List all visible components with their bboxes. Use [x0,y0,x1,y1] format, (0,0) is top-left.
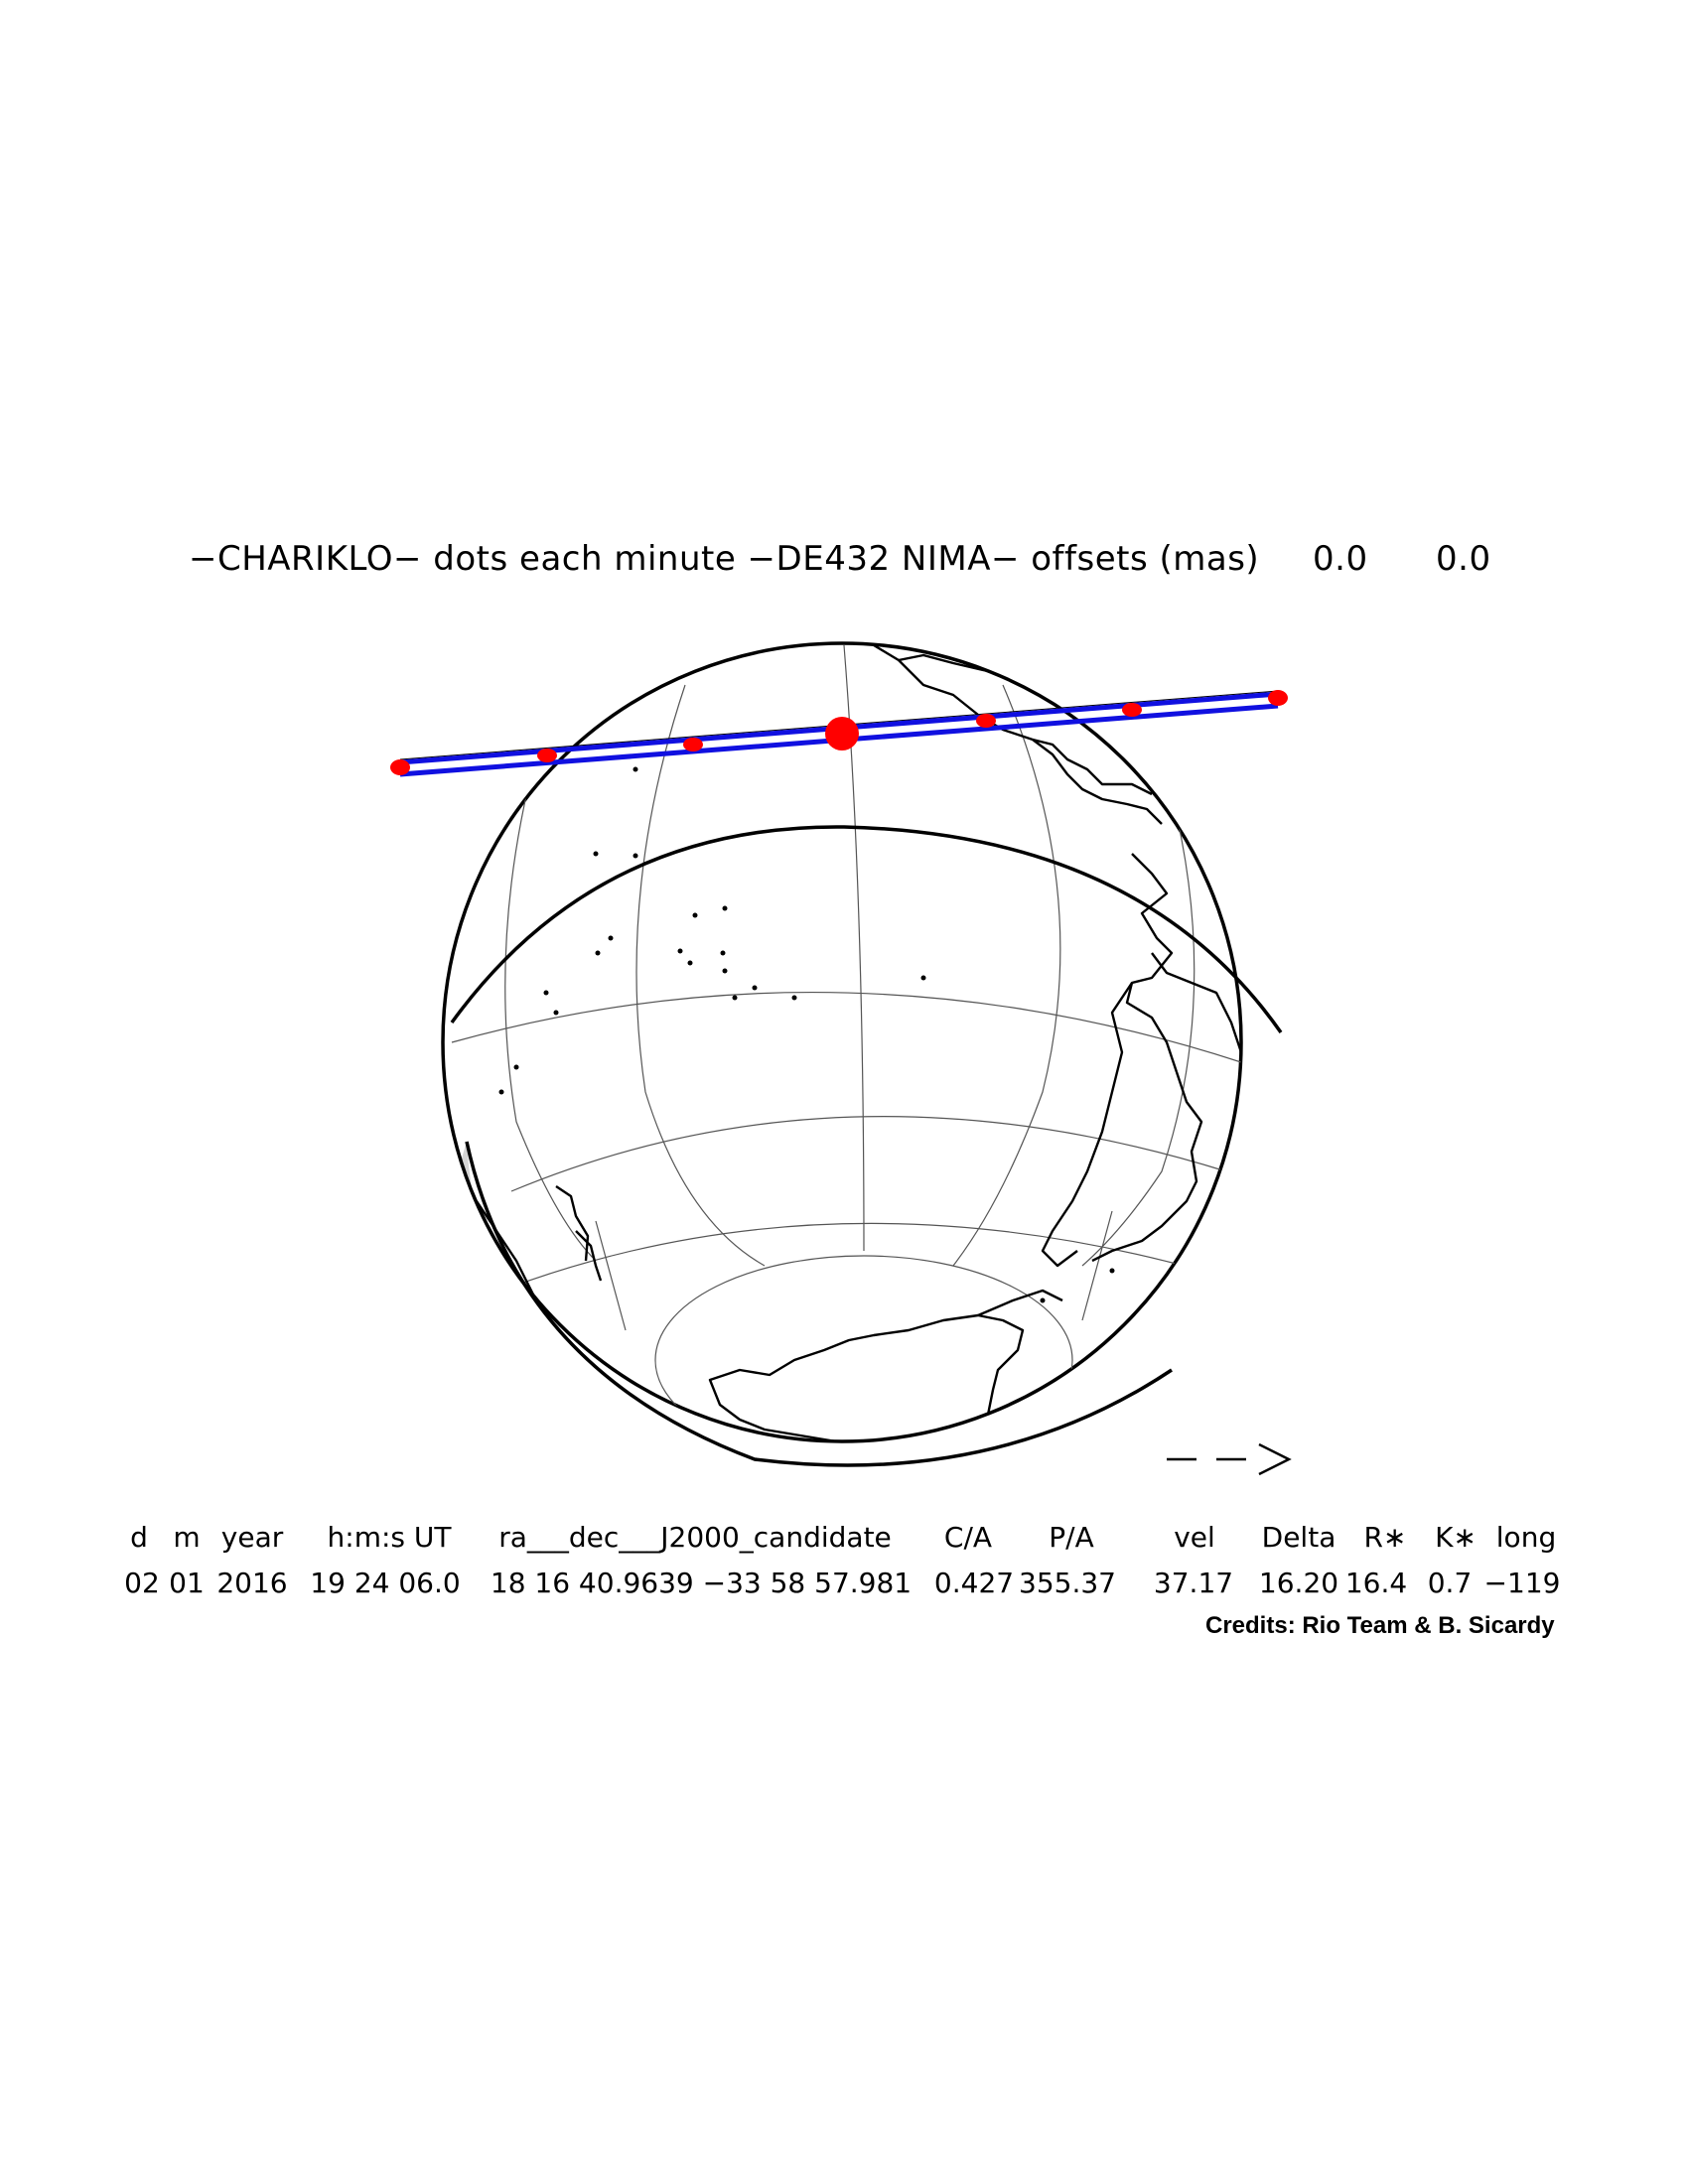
title-text: −CHARIKLO− dots each minute −DE432 NIMA−… [189,539,1260,579]
value-time: 19 24 06.0 [310,1567,461,1599]
chart-title: −CHARIKLO− dots each minute −DE432 NIMA−… [189,539,1519,589]
minute-dot [1268,690,1288,706]
header-rstar: R∗ [1363,1521,1407,1554]
minute-dot [537,749,557,762]
header-vel: vel [1174,1521,1215,1554]
value-delta: 16.20 [1258,1567,1339,1599]
terminator-line [450,825,1283,1034]
header-m: m [173,1521,201,1554]
globe-limb-second [465,1141,1173,1467]
closest-approach-dot [825,717,859,751]
coastlines [476,643,1241,1441]
value-vel: 37.17 [1153,1567,1234,1599]
value-ca: 0.427 [933,1567,1015,1599]
minute-dot [1122,703,1142,717]
event-table: d m year h:m:s UT ra___dec___J2000_candi… [0,1509,1688,1628]
value-m: 01 [169,1567,205,1599]
offset-1: 0.0 [1313,539,1368,579]
minute-dots [390,690,1288,775]
value-d: 02 [124,1567,160,1599]
header-year: year [220,1521,284,1554]
minute-dot [976,714,996,728]
header-d: d [130,1521,148,1554]
header-delta: Delta [1261,1521,1336,1554]
graticule [451,644,1241,1441]
minute-dot [390,759,410,775]
header-time: h:m:s UT [327,1521,452,1554]
minute-dot [683,738,703,751]
value-long: −119 [1483,1567,1561,1599]
value-rstar: 16.4 [1344,1567,1408,1599]
arrow-right-icon [1167,1442,1292,1476]
value-radec: 18 16 40.9639 −33 58 57.981 [490,1567,913,1599]
header-ca: C/A [943,1521,993,1554]
credits: Credits: Rio Team & B. Sicardy [1205,1612,1555,1639]
header-kstar: K∗ [1435,1521,1477,1554]
offset-2: 0.0 [1436,539,1491,579]
header-radec: ra___dec___J2000_candidate [498,1521,892,1554]
islands [498,766,1115,1303]
value-kstar: 0.7 [1427,1567,1473,1599]
value-year: 2016 [216,1567,288,1599]
value-pa: 355.37 [1019,1567,1116,1599]
header-long: long [1495,1521,1557,1554]
header-pa: P/A [1049,1521,1094,1554]
